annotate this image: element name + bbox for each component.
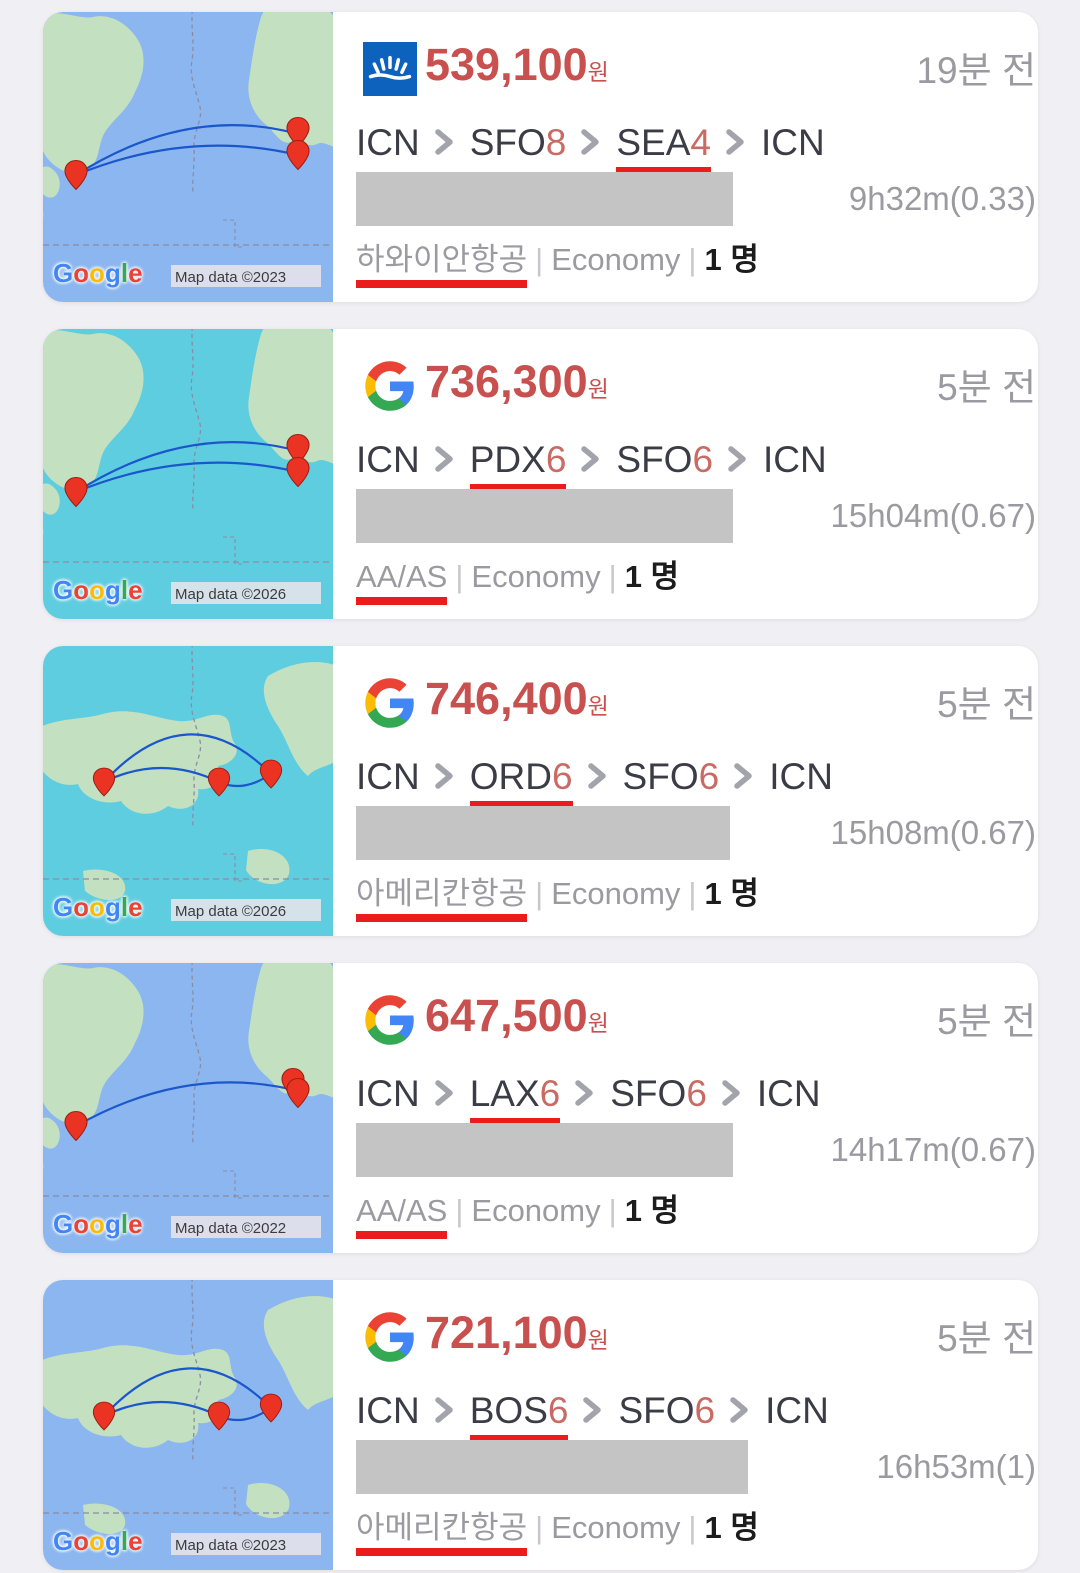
svg-text:Map data ©2026: Map data ©2026 bbox=[175, 586, 286, 603]
svg-text:Google: Google bbox=[53, 1209, 143, 1239]
svg-text:Google: Google bbox=[53, 575, 143, 605]
svg-text:Map data ©2023: Map data ©2023 bbox=[175, 269, 286, 286]
svg-text:Map data ©2022: Map data ©2022 bbox=[175, 1220, 286, 1237]
svg-text:Google: Google bbox=[53, 1526, 143, 1556]
svg-text:Map data ©2023: Map data ©2023 bbox=[175, 1537, 286, 1554]
svg-text:Google: Google bbox=[53, 892, 143, 922]
svg-text:Map data ©2026: Map data ©2026 bbox=[175, 903, 286, 920]
svg-text:Google: Google bbox=[53, 258, 143, 288]
